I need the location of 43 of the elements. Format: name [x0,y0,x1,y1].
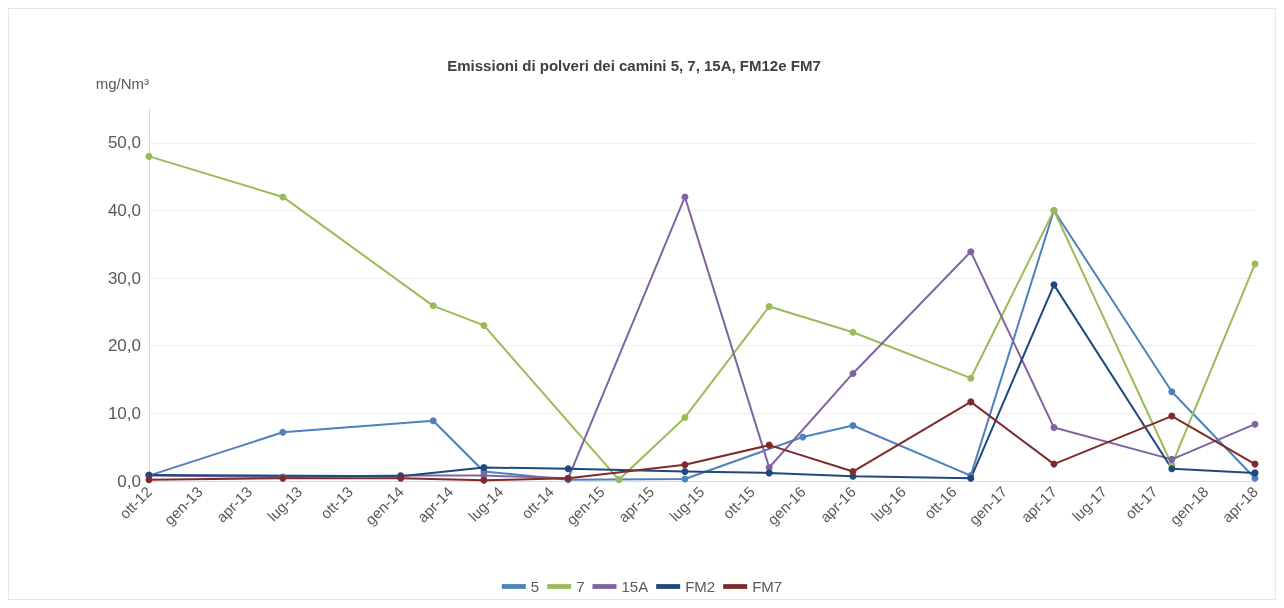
point [1168,455,1176,463]
point [849,422,857,430]
point [967,248,975,256]
legend-label: 15A [621,578,649,595]
legend-label: FM7 [752,578,783,595]
y-tick-label: 30,0 [107,268,141,288]
y-tick-label: 20,0 [107,336,141,356]
point [765,469,773,477]
point [1050,281,1058,289]
y-axis-title: mg/Nm³ [95,75,149,92]
point [429,302,437,310]
point [564,465,572,473]
point [145,152,153,160]
point [765,303,773,310]
point [681,461,689,469]
point [765,441,773,449]
point [1168,388,1176,396]
point [480,463,488,471]
point [1168,465,1176,473]
y-tick-label: 40,0 [107,200,141,220]
y-tick-label: 50,0 [107,133,141,153]
legend-label: FM2 [685,578,716,595]
point [145,476,153,484]
point [480,476,488,484]
point [279,193,287,201]
point [279,428,287,436]
point [1168,412,1176,420]
legend-label: 5 [530,578,540,595]
y-tick-label: 10,0 [107,403,141,423]
point [849,369,857,377]
point [681,413,689,421]
point [799,433,807,441]
legend-label: 7 [576,578,585,595]
point [615,476,623,484]
chart-title: Emissioni di polveri dei camini 5, 7, 15A, FM12e FM7 [447,57,821,74]
point [681,468,689,476]
point [429,417,437,425]
point [849,328,857,336]
point [967,374,975,382]
point [1050,424,1058,432]
point [480,321,488,329]
point [967,398,975,406]
point [849,468,857,476]
